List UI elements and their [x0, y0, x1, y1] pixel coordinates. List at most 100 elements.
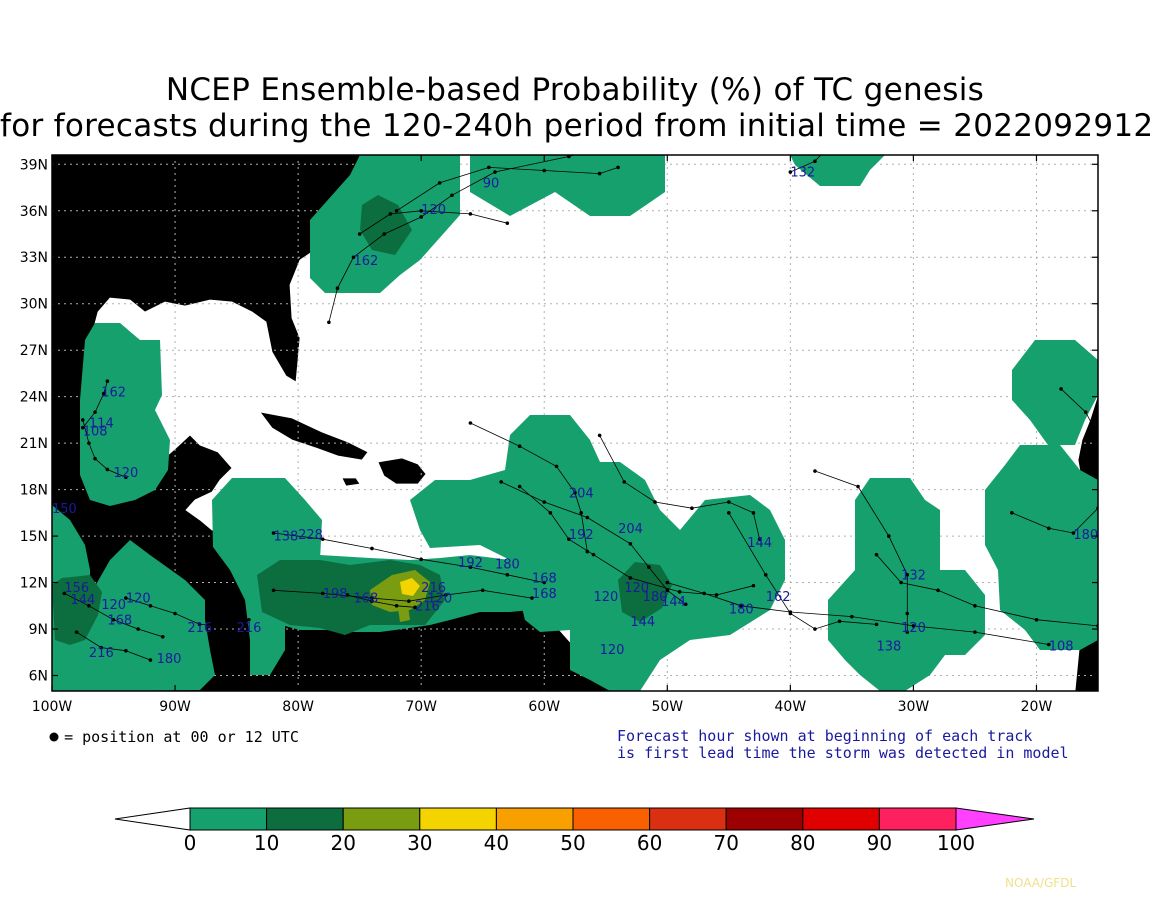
forecast-hour-label: 168 — [532, 572, 557, 587]
forecast-hour-label: 114 — [89, 417, 114, 432]
forecast-hour-label: 192 — [569, 528, 594, 543]
storm-position-dot — [530, 596, 534, 600]
hispaniola — [377, 457, 427, 485]
storm-position-dot — [87, 441, 91, 445]
storm-position-dot — [905, 573, 910, 577]
storm-position-dot — [832, 139, 836, 143]
storm-position-dot — [468, 565, 473, 569]
lat-tick-label: 24N — [20, 390, 48, 406]
storm-position-dot — [751, 583, 756, 588]
storm-position-dot — [93, 456, 97, 461]
storm-position-dot — [751, 511, 756, 515]
storm-position-dot — [357, 232, 362, 236]
storm-track-line — [519, 486, 754, 596]
storm-position-dot — [813, 469, 817, 473]
forecast-hour-label: 204 — [618, 522, 643, 537]
storm-position-dot — [936, 588, 940, 593]
storm-position-dot — [351, 255, 356, 260]
storm-position-dot — [493, 170, 497, 174]
latitude-axis: 39N 36N 33N 30N 27N 24N 21N 18N 15N 12N 9N 6N — [20, 157, 1098, 685]
chart-title-line-2: for forecasts during the 120-240h period… — [0, 108, 1150, 144]
forecast-hour-label: 120 — [101, 598, 126, 613]
forecast-hour-label: 144 — [747, 536, 772, 551]
storm-position-dot — [443, 593, 448, 597]
lon-tick-label: 100W — [32, 699, 73, 715]
storm-position-dot — [1046, 642, 1051, 647]
lat-tick-label: 6N — [29, 669, 48, 685]
chart-title-line-1: NCEP Ensemble-based Probability (%) of T… — [165, 72, 985, 108]
storm-position-dot — [320, 591, 325, 596]
storm-position-dot — [813, 159, 817, 163]
storm-position-dot — [585, 515, 590, 520]
storm-position-dot — [597, 433, 602, 438]
forecast-hour-label: 168 — [353, 592, 378, 607]
storm-track-line — [667, 582, 1049, 645]
storm-position-dot — [1046, 526, 1051, 531]
storm-position-dot — [714, 593, 719, 597]
storm-position-dot — [573, 490, 577, 495]
lon-tick-label: 20W — [1021, 699, 1053, 715]
forecast-hour-label: 216 — [89, 646, 114, 661]
storm-position-dot — [124, 475, 128, 480]
storm-position-dot — [874, 552, 879, 557]
position-legend-text: = position at 00 or 12 UTC — [46, 728, 299, 746]
storm-position-dot — [437, 181, 442, 185]
storm-position-dot — [788, 170, 793, 174]
storm-position-dot — [739, 603, 743, 608]
lat-tick-label: 21N — [20, 436, 48, 452]
forecast-hour-label: 180 — [495, 558, 520, 573]
storm-position-dot — [99, 645, 104, 650]
storm-position-dot — [628, 542, 633, 546]
storm-position-dot — [905, 611, 910, 616]
forecast-hour-label: 132 — [790, 166, 815, 181]
forecast-hour-label: 162 — [353, 254, 378, 269]
storm-position-dot — [899, 580, 903, 585]
storm-position-dot — [585, 549, 590, 554]
storm-position-dot — [505, 573, 510, 577]
storm-position-dot — [973, 630, 977, 634]
storm-position-dot — [80, 425, 85, 430]
storm-track-line — [728, 512, 877, 630]
jamaica — [341, 477, 361, 487]
storm-position-dot — [1059, 387, 1063, 391]
storm-position-dot — [542, 580, 547, 585]
storm-position-dot — [335, 286, 340, 291]
storm-position-dot — [407, 599, 411, 603]
forecast-hour-label: 120 — [600, 643, 625, 658]
storm-position-dot — [247, 617, 251, 622]
storm-position-dot — [345, 593, 350, 597]
storm-position-dot — [468, 212, 473, 216]
storm-position-dot — [419, 208, 423, 213]
lat-tick-label: 39N — [20, 157, 48, 173]
lat-tick-label: 9N — [29, 622, 48, 638]
storm-position-dot — [413, 605, 417, 610]
storm-position-dot — [1083, 410, 1088, 414]
storm-position-dot — [124, 648, 128, 653]
forecast-hour-label: 120 — [624, 581, 649, 596]
storm-position-dot — [93, 410, 97, 414]
storm-position-dot — [499, 480, 503, 484]
forecast-hour-label: 198 — [323, 587, 348, 602]
storm-position-dot — [905, 630, 910, 634]
storm-position-dot — [597, 171, 602, 176]
forecast-hour-label: 120 — [427, 592, 452, 607]
lon-tick-label: 30W — [898, 699, 930, 715]
storm-track-line — [347, 594, 416, 608]
storm-position-dot — [591, 552, 596, 557]
storm-position-dot — [419, 557, 423, 562]
forecast-hour-label: 216 — [187, 621, 212, 636]
storm-position-dot — [542, 168, 547, 173]
storm-position-dot — [148, 658, 153, 662]
storm-position-dot — [690, 506, 694, 511]
storm-position-dot — [567, 155, 571, 159]
storm-position-dot — [837, 619, 842, 624]
lat-tick-label: 30N — [20, 297, 48, 313]
storm-position-dot — [505, 221, 510, 225]
lon-tick-label: 90W — [159, 699, 191, 715]
storm-track-line — [814, 470, 908, 633]
forecast-hour-label: 180 — [157, 652, 182, 667]
forecast-hour-label: 216 — [421, 581, 446, 596]
storm-position-dot — [677, 590, 682, 594]
forecast-hour-label: 162 — [101, 386, 126, 401]
